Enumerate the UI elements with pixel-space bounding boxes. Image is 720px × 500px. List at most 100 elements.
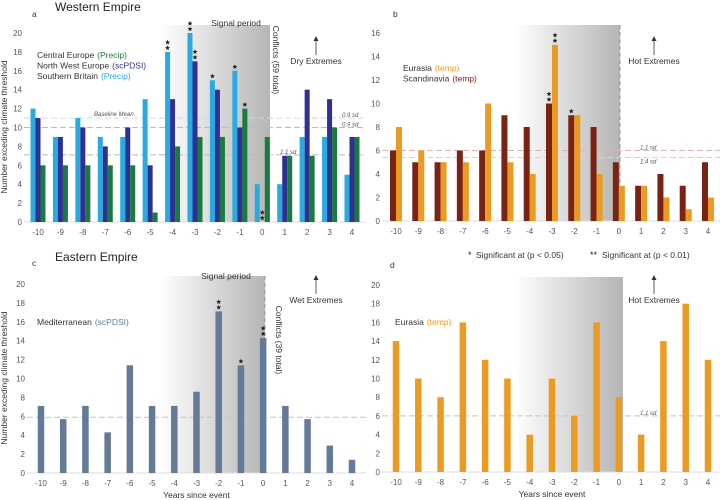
- legend-series-variable: (temp): [427, 317, 452, 327]
- bar-eurasia: [593, 322, 600, 472]
- legend-series-variable: (temp): [452, 74, 477, 84]
- bar-central-europe: [287, 155, 293, 222]
- significance-star-icon: [546, 96, 552, 102]
- x-tick-label: 4: [350, 228, 355, 237]
- y-tick-label: 6: [376, 147, 381, 156]
- bar-eurasia: [437, 397, 444, 472]
- x-tick-label: -10: [390, 478, 402, 487]
- bar-central-europe: [354, 136, 360, 222]
- x-tick-label: -8: [437, 478, 445, 487]
- significance-star-icon: [260, 325, 266, 331]
- y-tick-label: 4: [376, 170, 381, 179]
- bar-mediterranean: [193, 391, 200, 473]
- bar-southern-britain: [187, 33, 193, 222]
- bar-central-europe: [62, 165, 68, 222]
- title-western-empire: Western Empire: [55, 0, 141, 14]
- legend-entry: Scandinavia (temp): [403, 74, 477, 84]
- legend-entry: Eurasia (temp): [403, 63, 460, 73]
- bar-mediterranean: [237, 365, 245, 473]
- bar-eurasia: [459, 322, 467, 472]
- y-tick-label: 12: [16, 356, 25, 365]
- significance-star-icon: [165, 45, 171, 50]
- significance-star-icon: [259, 209, 265, 215]
- bar-north-west-europe: [192, 61, 198, 222]
- bar-scandinavia: [679, 185, 686, 221]
- bar-eurasia: [685, 209, 692, 221]
- y-tick-label: 18: [13, 48, 22, 57]
- x-tick-label: 4: [706, 227, 711, 236]
- bar-scandinavia: [479, 150, 486, 221]
- panel-letter: c: [32, 258, 37, 268]
- arrow-head-icon: [651, 275, 657, 280]
- bar-scandinavia: [568, 115, 575, 221]
- bar-central-europe: [130, 165, 136, 222]
- x-tick-label: 4: [350, 479, 355, 488]
- significance-star-icon: [546, 91, 552, 97]
- y-tick-label: 10: [13, 124, 22, 133]
- significance-star-icon: [187, 20, 193, 26]
- reference-line-label: 0.9 sd: [342, 123, 359, 129]
- y-tick-label: 14: [371, 337, 380, 346]
- y-tick-label: 0: [21, 469, 26, 478]
- bar-eurasia: [660, 341, 667, 472]
- x-tick-label: -3: [548, 227, 556, 236]
- bar-southern-britain: [142, 99, 148, 222]
- baseline-mean-label: Baseline Mean: [94, 112, 134, 118]
- y-tick-label: 16: [16, 318, 25, 327]
- bar-central-europe: [175, 146, 181, 222]
- significance-legend-p05: Significant at (p < 0.05): [476, 250, 564, 260]
- bar-mediterranean: [148, 405, 156, 473]
- x-tick-label: -4: [526, 227, 534, 236]
- bar-north-west-europe: [57, 136, 63, 222]
- legend-series-variable: (scPDSI): [112, 61, 146, 71]
- y-tick-label: 12: [371, 356, 380, 365]
- legend-series-name: Eurasia: [403, 63, 432, 73]
- x-tick-label: -5: [147, 228, 155, 237]
- y-tick-label: 0: [376, 468, 381, 477]
- x-tick-label: -3: [548, 478, 556, 487]
- bar-eurasia: [663, 197, 670, 221]
- x-tick-label: -6: [482, 227, 490, 236]
- x-tick-label: -6: [482, 478, 490, 487]
- y-tick-label: 4: [376, 431, 381, 440]
- bar-central-europe: [219, 136, 225, 222]
- x-tick-label: 1: [639, 478, 644, 487]
- x-tick-label: 3: [683, 478, 688, 487]
- title-eastern-empire: Eastern Empire: [55, 250, 138, 264]
- significance-one-star-icon: *: [468, 250, 472, 260]
- x-tick-label: 0: [617, 478, 622, 487]
- significance-star-icon: [216, 304, 222, 310]
- legend-series-name: Southern Britain: [37, 71, 98, 81]
- bar-central-europe: [197, 136, 203, 222]
- bar-eurasia: [704, 359, 712, 472]
- bar-scandinavia: [657, 174, 664, 221]
- significance-star-icon: [242, 102, 248, 107]
- x-tick-label: -4: [169, 228, 177, 237]
- x-tick-label: -9: [415, 227, 423, 236]
- x-tick-label: -5: [504, 478, 512, 487]
- y-tick-label: 2: [21, 450, 26, 459]
- significance-star-icon: [232, 64, 238, 69]
- legend-entry: North West Europe (scPDSI): [37, 61, 146, 71]
- bar-central-europe: [152, 212, 158, 222]
- significance-legend-p01: Significant at (p < 0.01): [602, 250, 690, 260]
- bar-central-europe: [107, 165, 113, 222]
- legend-series-name: Scandinavia: [403, 74, 450, 84]
- y-axis-label: Number exceding climate threshold: [0, 60, 9, 194]
- bar-mediterranean: [326, 445, 334, 473]
- signal-period-label: Signal period: [201, 271, 251, 281]
- bar-southern-britain: [52, 136, 58, 222]
- x-tick-label: -7: [459, 478, 467, 487]
- extremes-label: Dry Extremes: [290, 56, 341, 66]
- x-tick-label: -5: [149, 479, 157, 488]
- reference-line-label: 1.4 sd: [640, 160, 657, 166]
- bar-southern-britain: [232, 70, 238, 222]
- y-tick-label: 14: [16, 337, 25, 346]
- y-tick-label: 16: [371, 29, 380, 38]
- legend-series-variable: (temp): [435, 63, 460, 73]
- bar-eurasia: [392, 341, 400, 472]
- y-tick-label: 2: [18, 199, 23, 208]
- x-tick-label: -7: [102, 228, 110, 237]
